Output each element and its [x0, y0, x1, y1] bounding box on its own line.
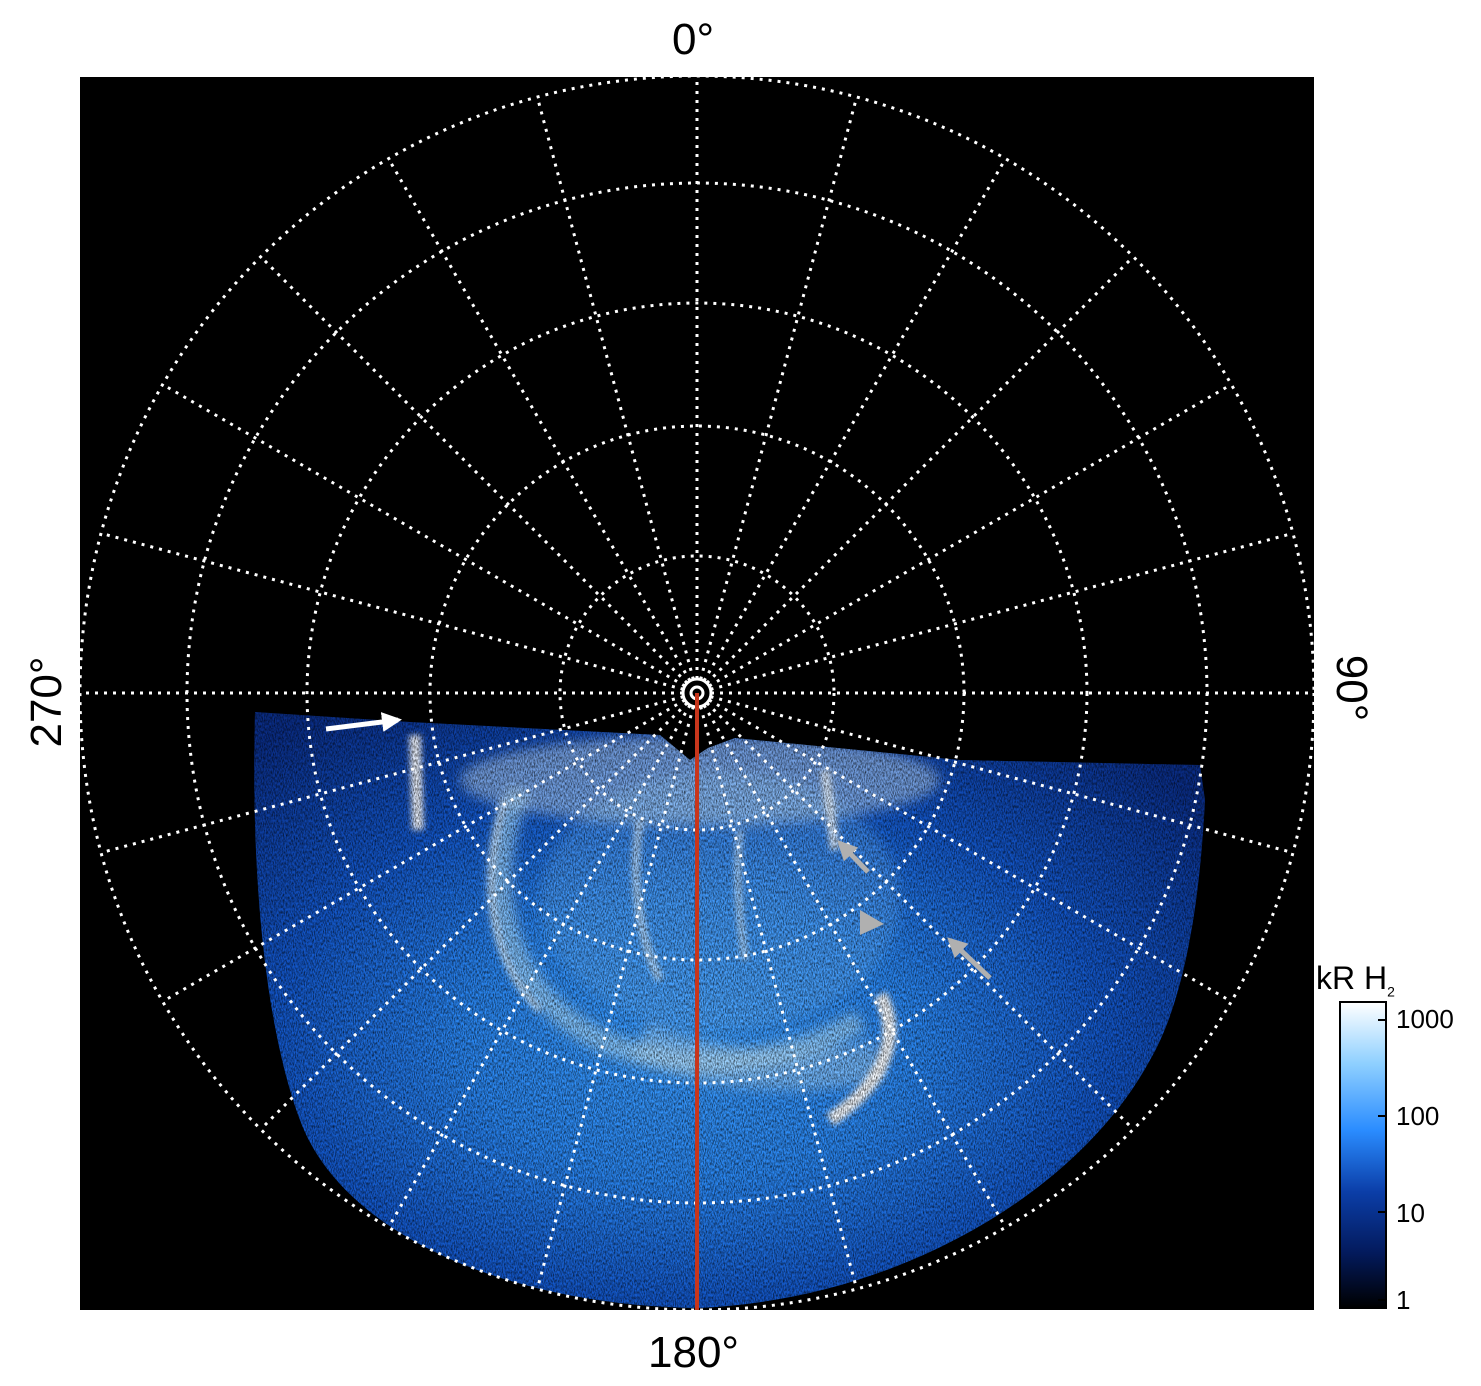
- white-arrow-icon: [325, 712, 402, 732]
- label-90-deg: 90°: [1327, 654, 1376, 722]
- grid-meridian: [705, 255, 1135, 685]
- grid-meridian: [710, 531, 1294, 691]
- grid-meridian: [387, 157, 692, 682]
- grid-meridian: [705, 701, 1135, 1131]
- grid-meridian: [702, 157, 1007, 682]
- grid-meridian: [710, 695, 1294, 855]
- grid-meridian: [708, 698, 1233, 1003]
- colorbar-tick-label: 1000: [1396, 1004, 1454, 1034]
- grid-meridian: [708, 383, 1233, 688]
- grid-meridian: [535, 96, 695, 680]
- grid-meridian: [161, 698, 686, 1003]
- grid-meridian: [100, 695, 684, 855]
- grid-meridian: [161, 383, 686, 688]
- grid-meridian: [535, 706, 695, 1290]
- grid-meridian: [702, 704, 1007, 1229]
- polar-grid: [80, 77, 1314, 1310]
- colorbar-tick-label: 100: [1396, 1101, 1440, 1131]
- colorbar-ticks: [1378, 1019, 1386, 1301]
- grid-meridian: [100, 531, 684, 691]
- colorbar: [1339, 1001, 1387, 1309]
- colorbar-title: kR H2: [1316, 960, 1395, 1000]
- grid-meridian: [387, 704, 692, 1229]
- label-0-deg: 0°: [672, 15, 715, 64]
- gray-arrow-icon: [947, 937, 992, 980]
- grid-meridian: [699, 706, 859, 1290]
- grid-meridian: [699, 96, 859, 680]
- gray-arrow-icon: [860, 910, 884, 935]
- colorbar-tick-label: 1: [1396, 1285, 1411, 1315]
- gray-arrow-icon: [837, 840, 870, 874]
- grid-meridian: [259, 255, 689, 685]
- label-180-deg: 180°: [648, 1328, 740, 1377]
- colorbar-tick-label: 10: [1396, 1198, 1425, 1228]
- grid-meridian: [259, 701, 689, 1131]
- label-270-deg: 270°: [22, 656, 71, 748]
